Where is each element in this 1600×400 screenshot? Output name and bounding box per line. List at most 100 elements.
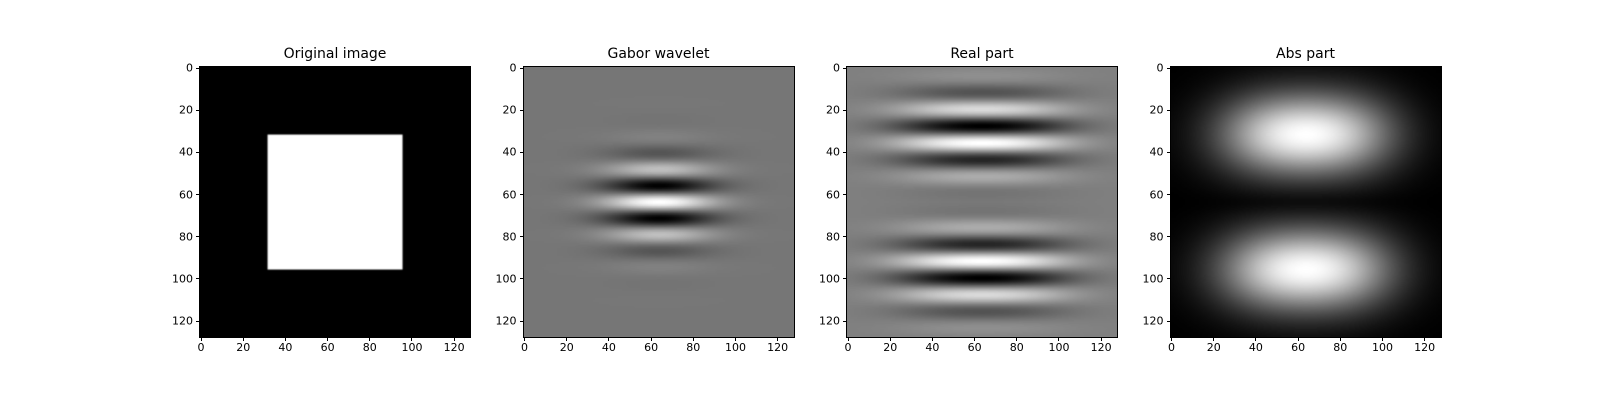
y-tick-mark <box>1166 236 1171 238</box>
y-tick-mark <box>196 278 200 280</box>
x-tick-mark <box>1171 337 1173 341</box>
axes-original-image <box>199 66 471 338</box>
y-tick-label: 120 <box>495 314 517 328</box>
axes-gabor-wavelet <box>522 66 795 338</box>
x-tick-mark <box>974 337 976 341</box>
subplot-title: Real part <box>950 46 1014 62</box>
y-tick-mark <box>196 151 200 153</box>
axes-abs-part <box>1169 66 1442 338</box>
y-tick-mark <box>1166 109 1171 111</box>
x-tick-mark <box>1339 337 1341 341</box>
x-tick-mark <box>411 337 413 341</box>
x-tick-label: 40 <box>1248 341 1263 354</box>
y-tick-label: 60 <box>179 188 193 202</box>
y-tick-label: 0 <box>509 61 517 75</box>
y-tick-label: 60 <box>1149 188 1164 202</box>
y-tick-label: 20 <box>179 103 193 117</box>
y-tick-label: 100 <box>495 272 517 286</box>
y-tick-mark <box>519 151 524 153</box>
y-tick-mark <box>843 109 847 111</box>
y-tick-label: 40 <box>179 145 193 159</box>
x-tick-mark <box>369 337 371 341</box>
x-tick-mark <box>692 337 694 341</box>
x-tick-label: 120 <box>1090 341 1112 354</box>
x-tick-mark <box>1424 337 1426 341</box>
x-tick-label: 80 <box>686 341 701 354</box>
y-tick-label: 120 <box>172 314 193 328</box>
x-tick-mark <box>847 337 849 341</box>
x-tick-label: 0 <box>1168 341 1176 354</box>
x-tick-label: 20 <box>1206 341 1221 354</box>
x-tick-mark <box>650 337 652 341</box>
y-tick-mark <box>196 236 200 238</box>
y-tick-mark <box>1166 151 1171 153</box>
x-tick-mark <box>1255 337 1257 341</box>
x-tick-label: 60 <box>1291 341 1306 354</box>
y-tick-mark <box>843 194 847 196</box>
subplot-abs-part: Abs part 0 20 40 60 80 100 120 0 20 40 60 80 100 120 <box>1143 46 1442 353</box>
y-tick-mark <box>1166 194 1171 196</box>
y-tick-label: 40 <box>826 145 840 159</box>
x-tick-mark <box>453 337 455 341</box>
x-tick-label: 60 <box>320 341 335 354</box>
y-tick-mark <box>843 151 847 153</box>
x-tick-mark <box>1016 337 1018 341</box>
heatmap-real-part <box>847 67 1117 337</box>
heatmap-gabor-wavelet <box>523 67 794 337</box>
x-tick-label: 0 <box>521 341 529 354</box>
x-tick-mark <box>1100 337 1102 341</box>
subplot-original-image: Original image 0 20 40 60 80 100 120 0 20 40 60 80 1… <box>172 46 471 353</box>
axes-real-part <box>846 66 1118 338</box>
y-tick-label: 120 <box>819 314 840 328</box>
y-tick-mark <box>196 109 200 111</box>
x-tick-mark <box>242 337 244 341</box>
heatmap-abs-part <box>1170 67 1441 337</box>
y-tick-label: 0 <box>186 61 193 75</box>
x-tick-mark <box>1381 337 1383 341</box>
x-tick-label: 40 <box>601 341 616 354</box>
x-tick-label: 80 <box>1333 341 1348 354</box>
y-tick-mark <box>843 320 847 322</box>
x-tick-label: 0 <box>844 341 852 354</box>
y-tick-mark <box>519 194 524 196</box>
y-tick-label: 40 <box>1149 145 1164 159</box>
y-tick-mark <box>519 236 524 238</box>
subplot-title: Abs part <box>1276 46 1335 62</box>
x-tick-label: 120 <box>443 341 465 354</box>
y-tick-mark <box>1166 278 1171 280</box>
x-tick-mark <box>608 337 610 341</box>
x-tick-label: 60 <box>644 341 659 354</box>
y-tick-label: 100 <box>819 272 840 286</box>
y-tick-label: 40 <box>502 145 517 159</box>
y-tick-mark <box>519 278 524 280</box>
x-tick-mark <box>524 337 526 341</box>
y-tick-label: 20 <box>502 103 517 117</box>
x-tick-label: 40 <box>278 341 293 354</box>
y-tick-label: 100 <box>172 272 193 286</box>
x-tick-label: 20 <box>236 341 251 354</box>
x-tick-label: 120 <box>1414 341 1436 354</box>
x-tick-label: 80 <box>362 341 377 354</box>
x-tick-label: 60 <box>967 341 982 354</box>
x-tick-label: 80 <box>1009 341 1024 354</box>
y-tick-mark <box>519 109 524 111</box>
x-tick-mark <box>200 337 202 341</box>
y-tick-label: 80 <box>826 230 840 244</box>
subplot-title: Original image <box>283 46 387 62</box>
y-tick-mark <box>843 278 847 280</box>
x-tick-mark <box>284 337 286 341</box>
y-tick-mark <box>196 194 200 196</box>
x-tick-mark <box>327 337 329 341</box>
y-tick-mark <box>519 320 524 322</box>
y-tick-mark <box>1166 320 1171 322</box>
y-tick-mark <box>196 320 200 322</box>
x-tick-mark <box>1297 337 1299 341</box>
y-tick-label: 100 <box>1142 272 1164 286</box>
y-tick-label: 120 <box>1142 314 1164 328</box>
x-tick-mark <box>734 337 736 341</box>
y-tick-label: 20 <box>826 103 840 117</box>
y-tick-label: 60 <box>502 188 517 202</box>
x-tick-label: 20 <box>559 341 574 354</box>
y-tick-label: 80 <box>179 230 193 244</box>
heatmap-original-image <box>200 67 470 337</box>
